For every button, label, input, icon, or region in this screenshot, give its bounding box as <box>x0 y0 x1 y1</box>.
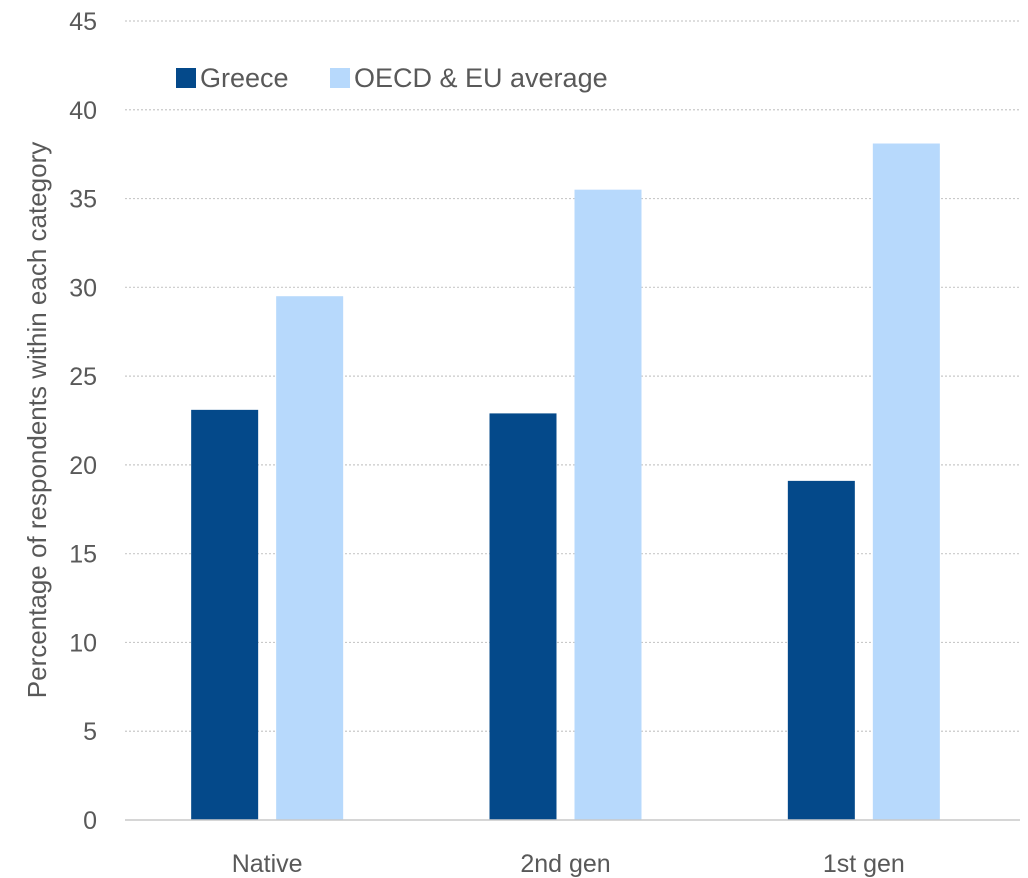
x-category-label: 1st gen <box>823 850 905 878</box>
bar-greece-0 <box>191 409 259 820</box>
bars <box>191 143 940 821</box>
y-tick-label: 20 <box>69 452 97 480</box>
bar-oecd-eu-average-2 <box>872 143 940 821</box>
y-tick-label: 15 <box>69 541 97 569</box>
legend-label: OECD & EU average <box>354 63 608 93</box>
y-tick-label: 35 <box>69 186 97 214</box>
bar-oecd-eu-average-1 <box>574 189 642 820</box>
y-tick-label: 30 <box>69 274 97 302</box>
legend-label: Greece <box>200 63 289 93</box>
y-axis-tick-labels: 0 5 10 15 20 25 30 35 40 45 <box>69 8 97 835</box>
legend: Greece OECD & EU average <box>176 63 608 93</box>
x-axis-category-labels: Native 2nd gen 1st gen <box>232 850 905 878</box>
bar-oecd-eu-average-0 <box>276 296 344 820</box>
y-tick-label: 5 <box>83 718 97 746</box>
y-tick-label: 25 <box>69 363 97 391</box>
y-tick-label: 10 <box>69 629 97 657</box>
y-tick-label: 45 <box>69 8 97 36</box>
bar-greece-1 <box>489 413 557 820</box>
y-tick-label: 0 <box>83 807 97 835</box>
legend-swatch <box>176 68 196 88</box>
x-category-label: Native <box>232 850 303 878</box>
bar-greece-2 <box>787 480 855 820</box>
legend-swatch <box>330 68 350 88</box>
y-tick-label: 40 <box>69 97 97 125</box>
x-category-label: 2nd gen <box>520 850 610 878</box>
gridlines <box>125 20 1020 732</box>
y-axis-title: Percentage of respondents within each ca… <box>22 142 52 698</box>
